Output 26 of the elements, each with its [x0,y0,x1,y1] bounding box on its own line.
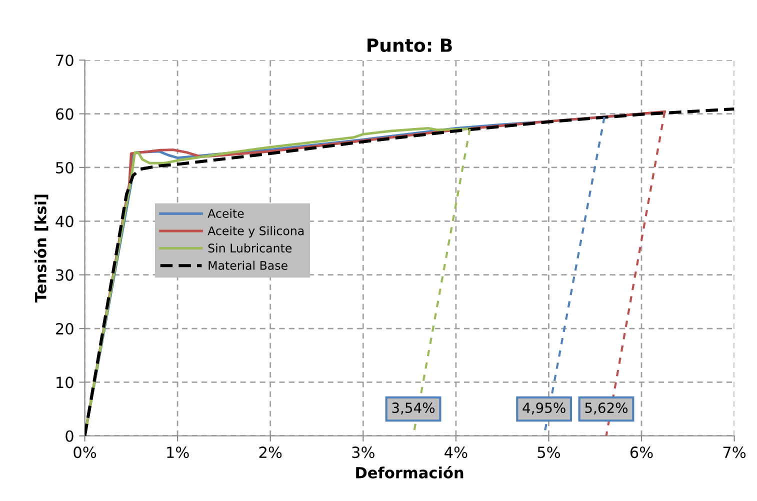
annotation: 4,95% [522,402,566,414]
x-tick-label: 5% [538,446,560,458]
y-tick-label: 10 [56,376,74,388]
legend-label: Sin Lubricante [208,243,292,253]
y-tick-label: 30 [56,269,74,281]
x-tick-label: 2% [259,446,282,458]
y-tick-label: 20 [56,322,74,335]
y-tick-label: 40 [56,216,74,228]
legend-label: Material Base [208,260,288,270]
y-tick-label: 0 [66,430,74,442]
x-tick-label: 4% [444,446,468,458]
y-tick-label: 60 [56,108,74,120]
y-axis-title: Tensión [ksi] [34,194,48,302]
x-axis-title: Deformación [356,466,464,478]
x-tick-label: 0% [74,446,96,458]
x-tick-label: 3% [352,446,374,458]
x-tick-label: 1% [167,446,189,458]
x-tick-label: 6% [630,446,653,458]
legend-label: Aceite [208,208,244,218]
annotation: 3,54% [392,402,435,414]
x-tick-label: 7% [723,446,746,458]
annotation: 5,62% [585,402,628,414]
y-tick-label: 50 [56,162,74,174]
y-tick-label: 70 [56,54,74,66]
legend-label: Aceite y Silicona [208,226,304,238]
chart-title: Punto: B [368,38,452,52]
